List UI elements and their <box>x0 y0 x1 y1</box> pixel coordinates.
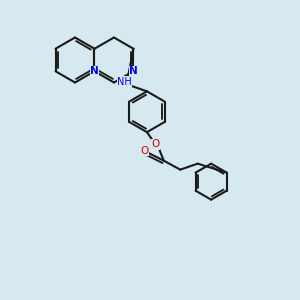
Text: N: N <box>90 66 99 76</box>
Text: N: N <box>129 66 138 76</box>
Text: O: O <box>140 146 148 156</box>
Text: O: O <box>151 139 160 149</box>
Text: NH: NH <box>117 77 132 87</box>
